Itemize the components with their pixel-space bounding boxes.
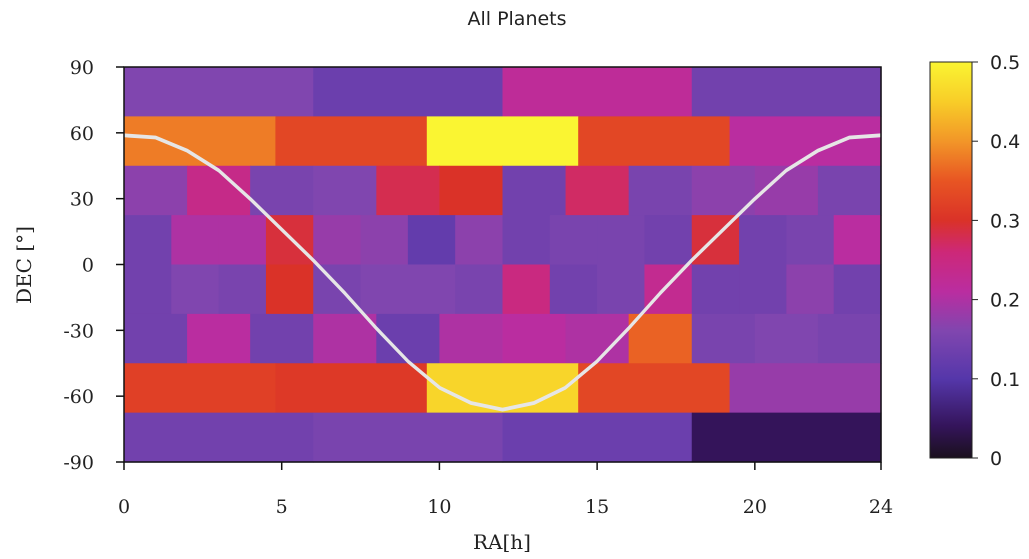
heatmap-cell — [455, 264, 504, 315]
heatmap-cell — [502, 165, 567, 216]
y-axis-label: DEC [°] — [12, 226, 36, 304]
overlay-curve — [123, 133, 882, 411]
heatmap-cell — [502, 215, 551, 266]
heatmap-cell — [360, 215, 409, 266]
heatmap-cell — [265, 264, 314, 315]
heatmap-cell — [313, 412, 504, 463]
colorbar-tick-label: 0.2 — [990, 290, 1020, 312]
heatmap-cell — [644, 264, 693, 315]
heatmap-cell — [691, 412, 882, 463]
heatmap-cell — [426, 116, 579, 167]
heatmap-cell — [597, 215, 646, 266]
heatmap-cell — [360, 264, 409, 315]
heatmap-cell — [644, 215, 693, 266]
y-tick-label: -30 — [63, 320, 94, 342]
heatmap-cell — [376, 165, 441, 216]
heatmap-cell — [578, 116, 731, 167]
heatmap-cell — [754, 313, 819, 364]
heatmap-cell — [426, 363, 579, 414]
heatmap-cell — [502, 264, 551, 315]
heatmap-cell — [628, 313, 693, 364]
heatmap-cell — [597, 264, 646, 315]
heatmap-cell — [124, 313, 188, 364]
x-tick-label: 15 — [585, 496, 609, 518]
heatmap-cell — [407, 264, 456, 315]
chart-title: All Planets — [467, 8, 566, 30]
heatmap-cells — [124, 67, 882, 463]
colorbar-tick-label: 0.5 — [990, 52, 1020, 74]
axes: 0 5 10 15 20 24 90 60 30 0 -30 -60 -90 — [63, 57, 893, 518]
heatmap-cell — [124, 165, 188, 216]
colorbar-tick-label: 0 — [990, 448, 1002, 470]
heatmap-cell — [817, 165, 882, 216]
overlay-curve-group — [123, 133, 882, 412]
heatmap-cell — [171, 264, 220, 315]
colorbar-tick-label: 0.1 — [990, 369, 1020, 391]
x-tick-label: 24 — [869, 496, 893, 518]
heatmap-cell — [455, 215, 504, 266]
heatmap-cell — [407, 215, 456, 266]
heatmap-cell — [817, 313, 882, 364]
heatmap-cell — [275, 363, 428, 414]
heatmap-cell — [218, 264, 267, 315]
heatmap-cell — [171, 215, 220, 266]
heatmap-cell — [124, 412, 314, 463]
heatmap-cell — [124, 67, 314, 117]
heatmap-cell — [313, 264, 362, 315]
y-tick-label: 90 — [70, 57, 94, 79]
heatmap-cell — [313, 313, 377, 364]
heatmap-cell — [502, 67, 693, 117]
heatmap-cell — [502, 412, 693, 463]
heatmap-cell — [313, 165, 377, 216]
y-tick-label: 0 — [82, 255, 94, 277]
heatmap-cell — [833, 264, 882, 315]
heatmap-cell — [218, 215, 267, 266]
heatmap-cell — [786, 264, 835, 315]
heatmap-cell — [439, 313, 504, 364]
heatmap-cell — [313, 67, 504, 117]
colorbar-tick-label: 0.4 — [990, 131, 1020, 153]
heatmap-cell — [439, 165, 504, 216]
heatmap-cell — [739, 264, 787, 315]
heatmap-cell — [502, 313, 567, 364]
heatmap-cell — [549, 215, 598, 266]
heatmap-cell — [739, 215, 787, 266]
y-tick-label: 30 — [70, 189, 94, 211]
heatmap-cell — [786, 215, 835, 266]
x-tick-label: 20 — [743, 496, 767, 518]
heatmap-cell — [124, 215, 172, 266]
heatmap-cell — [250, 313, 314, 364]
y-tick-label: -90 — [63, 452, 94, 474]
heatmap-cell — [549, 264, 598, 315]
heatmap-cell — [628, 165, 693, 216]
x-axis-label: RA[h] — [473, 530, 531, 554]
x-tick-label: 0 — [118, 496, 130, 518]
colorbar-ticks: 0 0.1 0.2 0.3 0.4 0.5 — [972, 52, 1020, 470]
heatmap-cell — [578, 363, 731, 414]
heatmap-cell — [313, 215, 362, 266]
y-tick-label: -60 — [63, 386, 94, 408]
colorbar-tick-label: 0.3 — [990, 210, 1020, 232]
heatmap-cell — [275, 116, 428, 167]
heatmap-cell — [833, 215, 882, 266]
x-tick-label: 10 — [427, 496, 451, 518]
heatmap-cell — [729, 363, 882, 414]
x-tick-label: 5 — [276, 496, 288, 518]
heatmap-cell — [124, 264, 172, 315]
y-tick-label: 60 — [70, 123, 94, 145]
heatmap-cell — [187, 313, 251, 364]
overlay-curve — [123, 135, 882, 412]
heatmap-cell — [691, 313, 756, 364]
heatmap-cell — [691, 264, 740, 315]
colorbar — [929, 61, 973, 459]
heatmap-cell — [124, 363, 276, 414]
heatmap-cell — [691, 67, 882, 117]
heatmap-cell — [565, 165, 630, 216]
